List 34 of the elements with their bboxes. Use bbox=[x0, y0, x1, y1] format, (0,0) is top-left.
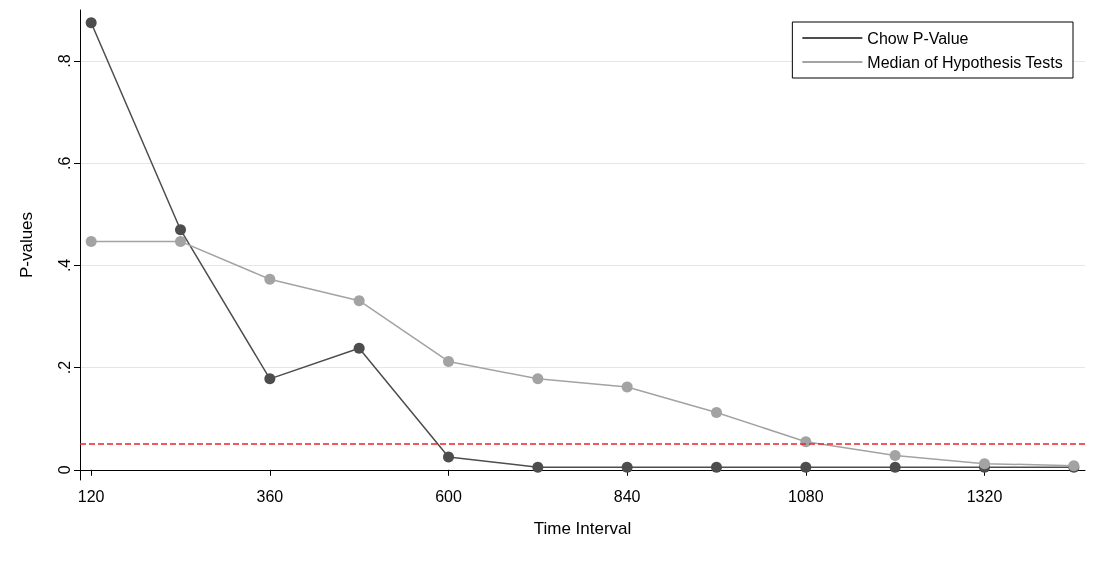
point bbox=[264, 373, 276, 385]
y-axis-title: P-values bbox=[17, 211, 36, 279]
legend-label: Median of Hypothesis Tests bbox=[867, 53, 1063, 71]
x-tick-label: 600 bbox=[435, 487, 462, 505]
point bbox=[532, 461, 544, 473]
point bbox=[800, 461, 812, 473]
point bbox=[443, 451, 454, 463]
point bbox=[85, 17, 97, 29]
y-tick-label: .6 bbox=[55, 156, 73, 170]
point bbox=[532, 373, 544, 385]
x-tick-label: 1320 bbox=[966, 487, 1003, 505]
point bbox=[711, 461, 722, 473]
point bbox=[711, 407, 722, 419]
point bbox=[621, 461, 633, 473]
point bbox=[889, 461, 901, 473]
point bbox=[175, 224, 186, 236]
x-tick-label: 360 bbox=[256, 487, 284, 505]
y-tick-label: .4 bbox=[55, 258, 73, 273]
y-tick-label: .8 bbox=[55, 54, 73, 68]
point bbox=[621, 381, 633, 393]
point bbox=[85, 235, 97, 247]
y-tick-label: 0 bbox=[55, 465, 73, 475]
point bbox=[889, 449, 901, 461]
x-tick-label: 1080 bbox=[788, 487, 824, 505]
point bbox=[353, 295, 365, 307]
x-axis-title: Time Interval bbox=[533, 519, 632, 538]
point bbox=[353, 342, 365, 354]
legend-label: Chow P-Value bbox=[867, 29, 969, 47]
point bbox=[443, 355, 454, 367]
y-tick-label: .2 bbox=[55, 360, 73, 375]
x-tick-label: 120 bbox=[77, 487, 105, 505]
point bbox=[175, 235, 186, 247]
point bbox=[264, 273, 276, 285]
x-tick-label: 840 bbox=[613, 487, 641, 505]
